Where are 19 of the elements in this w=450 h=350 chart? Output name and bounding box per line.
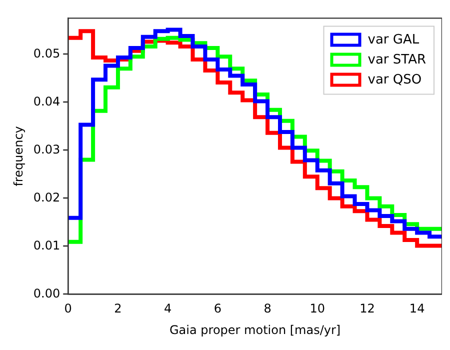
x-tick-label: 0 (64, 302, 72, 316)
y-tick-label: 0.02 (33, 190, 60, 204)
x-axis-title: Gaia proper motion [mas/yr] (170, 322, 341, 337)
legend-label: var STAR (368, 52, 426, 68)
y-tick-label: 0.05 (33, 46, 60, 60)
y-tick-label: 0.04 (33, 94, 60, 108)
x-tick-label: 10 (310, 302, 326, 316)
legend-label: var QSO (368, 72, 422, 88)
x-tick-label: 4 (164, 302, 172, 316)
x-tick-label: 12 (360, 302, 375, 316)
y-tick-label: 0.03 (33, 142, 60, 156)
y-tick-label: 0.00 (33, 286, 60, 300)
y-tick-label: 0.01 (33, 238, 60, 252)
y-axis-title: frequency (11, 126, 26, 186)
x-tick-label: 2 (114, 302, 122, 316)
x-tick-label: 6 (214, 302, 222, 316)
x-tick-label: 8 (264, 302, 272, 316)
x-tick-label: 14 (409, 302, 425, 316)
legend-label: var GAL (368, 32, 420, 48)
